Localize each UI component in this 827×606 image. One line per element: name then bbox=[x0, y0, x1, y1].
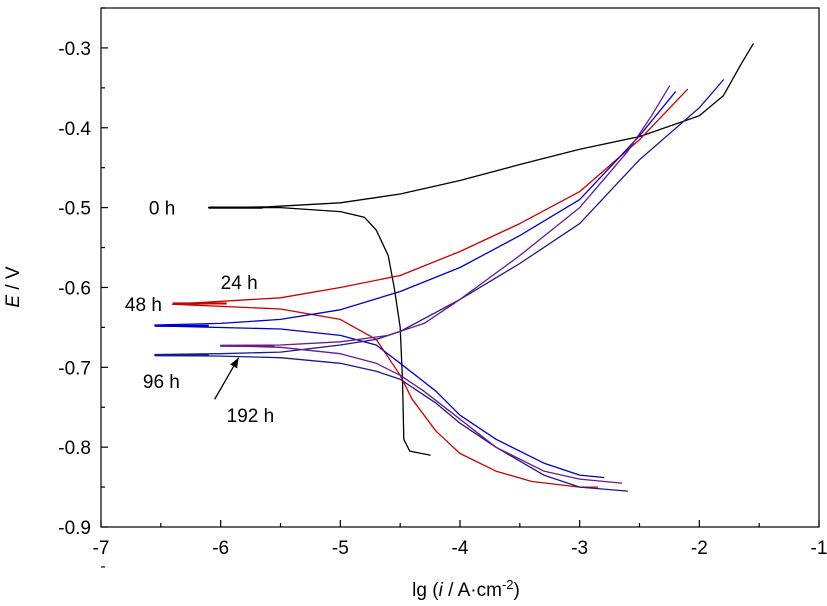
curve-label: 192 h bbox=[227, 406, 275, 427]
x-tick-label: -3 bbox=[571, 538, 588, 559]
x-tick-labels: -7 -6 -5 -4 -3 -2 -1 bbox=[93, 538, 827, 559]
curve-label: 24 h bbox=[221, 273, 258, 294]
curve-24h-cathodic bbox=[172, 303, 599, 488]
arrow bbox=[214, 357, 240, 400]
curve-192h-anodic bbox=[220, 85, 671, 347]
curve-label: 96 h bbox=[143, 372, 180, 393]
curve-0h-cathodic bbox=[208, 206, 431, 456]
x-tick-label: -7 bbox=[93, 538, 110, 559]
curve-96h-anodic bbox=[154, 79, 724, 356]
arrow-head bbox=[230, 357, 239, 369]
curve-192h-cathodic bbox=[220, 345, 623, 484]
curve-label: 0 h bbox=[149, 199, 175, 220]
y-tick-labels: -0.9 -0.8 -0.7 -0.6 -0.5 -0.4 -0.3 bbox=[58, 39, 91, 539]
curve-label: 48 h bbox=[125, 295, 162, 316]
y-tick-label: -0.7 bbox=[58, 358, 91, 379]
x-tick-label: -5 bbox=[332, 538, 349, 559]
x-tick-label: -4 bbox=[452, 538, 469, 559]
x-tick-label: -1 bbox=[811, 538, 827, 559]
plot-frame bbox=[100, 7, 820, 528]
curves bbox=[154, 43, 754, 492]
y-tick-label: -0.8 bbox=[58, 438, 91, 459]
x-tick-label: -2 bbox=[691, 538, 708, 559]
ticks bbox=[100, 7, 820, 568]
y-tick-label: -0.6 bbox=[58, 278, 91, 299]
y-axis-title: E / V bbox=[3, 266, 24, 308]
curve-0h-anodic bbox=[208, 43, 754, 209]
x-tick-label: -6 bbox=[212, 538, 229, 559]
y-tick-label: -0.5 bbox=[58, 199, 91, 220]
curve-48h-cathodic bbox=[154, 325, 605, 479]
curve-96h-cathodic bbox=[154, 354, 629, 492]
annotations: 0 h 24 h 48 h 96 h 192 h bbox=[125, 199, 274, 428]
curve-48h-anodic bbox=[154, 91, 677, 326]
y-tick-label: -0.3 bbox=[58, 39, 91, 60]
y-tick-label: -0.9 bbox=[58, 518, 91, 539]
y-tick-label: -0.4 bbox=[58, 119, 91, 140]
x-axis-title: lg (i / A·cm-2) bbox=[412, 577, 520, 601]
